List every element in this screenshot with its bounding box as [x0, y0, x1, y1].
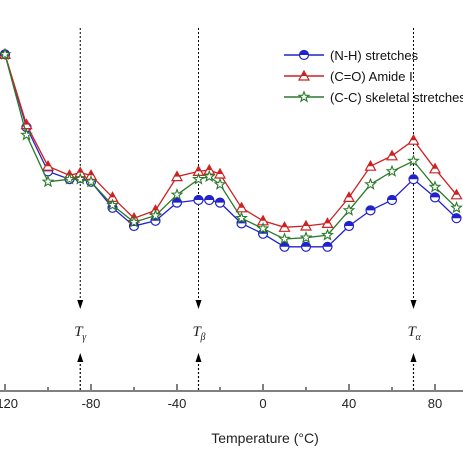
data-point — [385, 149, 399, 161]
plot-area — [0, 390, 463, 392]
down-arrow-head — [195, 300, 202, 309]
data-point — [299, 219, 313, 231]
data-point — [192, 172, 205, 185]
transition-label-subscript: γ — [82, 332, 87, 343]
up-arrow-head — [77, 353, 84, 362]
x-axis-title: Temperature (°C) — [211, 430, 319, 446]
data-point — [213, 167, 227, 179]
data-point — [407, 154, 420, 167]
data-point — [385, 164, 399, 177]
data-point — [428, 162, 442, 174]
data-point — [278, 232, 291, 245]
data-point — [386, 194, 398, 206]
data-point — [343, 220, 355, 232]
transition-label-subscript: α — [416, 332, 422, 343]
data-point — [171, 197, 183, 208]
data-point — [63, 172, 76, 185]
data-point — [407, 133, 420, 145]
data-point — [170, 170, 184, 182]
data-point — [193, 194, 204, 206]
data-point — [20, 128, 33, 141]
legend-label: (C-C) skeletal stretches — [330, 90, 463, 105]
x-tick-label: -120 — [0, 396, 18, 411]
data-point — [127, 215, 141, 228]
legend: (N-H) stretches (C=O) Amide I (C-C) skelet… — [284, 48, 463, 105]
data-point — [408, 174, 419, 185]
legend-label: (N-H) stretches — [330, 48, 419, 63]
x-tick-label: 0 — [259, 396, 266, 411]
data-point — [84, 175, 98, 188]
data-point — [342, 203, 356, 216]
legend-marker — [298, 49, 310, 61]
data-point — [321, 228, 334, 241]
data-point — [278, 221, 291, 232]
data-point — [450, 201, 463, 214]
data-point — [235, 211, 248, 224]
legend-marker — [297, 69, 311, 81]
data-point — [279, 241, 290, 252]
data-point — [204, 194, 215, 206]
data-point — [202, 169, 216, 183]
down-arrow-head — [410, 300, 417, 309]
data-point — [451, 213, 462, 224]
legend-marker — [297, 90, 311, 103]
data-point — [364, 177, 377, 190]
series-2 — [0, 47, 463, 245]
series-layer — [0, 47, 463, 252]
data-point — [299, 230, 313, 244]
data-point — [428, 180, 442, 193]
transition-label: T — [193, 324, 203, 340]
plot-frame — [0, 390, 463, 392]
data-point — [214, 197, 226, 208]
data-point — [321, 217, 334, 228]
data-point — [342, 191, 356, 202]
transition-label: T — [408, 324, 418, 340]
data-point — [149, 208, 162, 222]
data-point — [450, 188, 463, 200]
up-arrow-head — [410, 353, 417, 362]
data-point — [170, 188, 184, 201]
data-point — [0, 47, 12, 60]
data-point — [41, 159, 55, 171]
data-point — [235, 201, 248, 213]
x-tick-label: -80 — [82, 396, 101, 411]
data-point — [106, 198, 119, 211]
data-point — [73, 172, 87, 185]
legend-entry: (C=O) Amide I — [284, 69, 413, 84]
legend-label: (C=O) Amide I — [330, 69, 413, 84]
data-point — [365, 205, 376, 216]
x-tick-label: -40 — [168, 396, 187, 411]
data-point — [322, 241, 333, 252]
data-point — [364, 159, 377, 171]
up-arrow-head — [195, 353, 202, 362]
data-point — [41, 175, 55, 188]
legend-entry: (C-C) skeletal stretches — [284, 90, 463, 105]
x-axis-ticks: -120 -80 -40 0 40 80 — [0, 384, 442, 411]
transition-label-subscript: β — [200, 332, 206, 343]
data-point — [300, 241, 312, 252]
x-tick-label: 40 — [342, 396, 356, 411]
x-tick-label: 80 — [428, 396, 442, 411]
data-point — [256, 221, 270, 235]
data-point — [429, 192, 441, 203]
transition-label: T — [74, 324, 84, 340]
legend-entry: (N-H) stretches — [284, 48, 419, 63]
down-arrow-head — [77, 300, 84, 309]
data-point — [213, 177, 227, 190]
